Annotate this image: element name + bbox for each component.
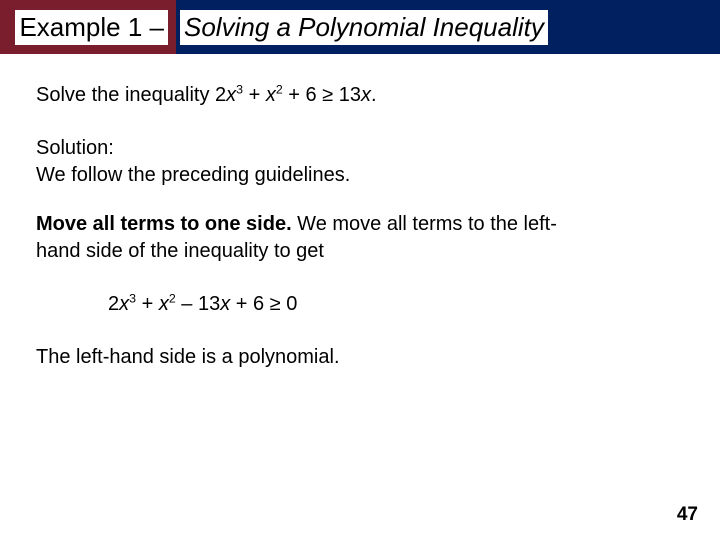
- problem-statement: Solve the inequality 2x3 + x2 + 6 ≥ 13x.: [36, 82, 684, 109]
- title-bar-left: Example 1 –: [0, 0, 176, 54]
- step-bold: Move all terms to one side.: [36, 213, 292, 235]
- ineq2-exp1: 3: [129, 291, 136, 305]
- ineq2-coef1: 2: [108, 293, 119, 315]
- solution-label: Solution:: [36, 135, 684, 162]
- ineq2-var3: x: [220, 293, 230, 315]
- inequality-moved: 2x3 + x2 – 13x + 6 ≥ 0: [108, 291, 684, 318]
- ineq2-plus1: +: [136, 293, 159, 315]
- ineq2-var1: x: [119, 293, 129, 315]
- step-rest-b: hand side of the inequality to get: [36, 240, 324, 262]
- ineq2-plus2: + 6: [230, 293, 269, 315]
- ineq2-rel: ≥: [270, 293, 281, 315]
- step-rest-a: We move all terms to the left-: [292, 213, 557, 235]
- page-number: 47: [677, 504, 698, 526]
- ineq1-var1: x: [226, 84, 236, 106]
- solution-line: We follow the preceding guidelines.: [36, 162, 684, 189]
- title-bar: Example 1 – Solving a Polynomial Inequal…: [0, 0, 720, 54]
- solution-block: Solution: We follow the preceding guidel…: [36, 135, 684, 189]
- ineq1-end: .: [371, 84, 377, 106]
- ineq2-rhs: 0: [281, 293, 298, 315]
- closing-line: The left-hand side is a polynomial.: [36, 344, 684, 371]
- example-label: Example 1 –: [15, 10, 168, 45]
- ineq1-var3: x: [361, 84, 371, 106]
- ineq1-coef1: 2: [215, 84, 226, 106]
- ineq1-exp2: 2: [276, 82, 283, 96]
- ineq2-mid: – 13: [176, 293, 220, 315]
- slide-content: Solve the inequality 2x3 + x2 + 6 ≥ 13x.…: [0, 54, 720, 371]
- ineq1-rel: ≥: [322, 84, 333, 106]
- problem-prefix: Solve the inequality: [36, 84, 215, 106]
- ineq1-plus1: +: [243, 84, 266, 106]
- ineq2-var2: x: [159, 293, 169, 315]
- example-title: Solving a Polynomial Inequality: [180, 10, 548, 45]
- step-move-terms: Move all terms to one side. We move all …: [36, 211, 684, 265]
- ineq1-rhs: 13: [333, 84, 361, 106]
- ineq2-exp2: 2: [169, 291, 176, 305]
- title-bar-right: Solving a Polynomial Inequality: [176, 0, 720, 54]
- ineq1-exp1: 3: [236, 82, 243, 96]
- ineq1-var2: x: [266, 84, 276, 106]
- ineq1-plus2: + 6: [283, 84, 322, 106]
